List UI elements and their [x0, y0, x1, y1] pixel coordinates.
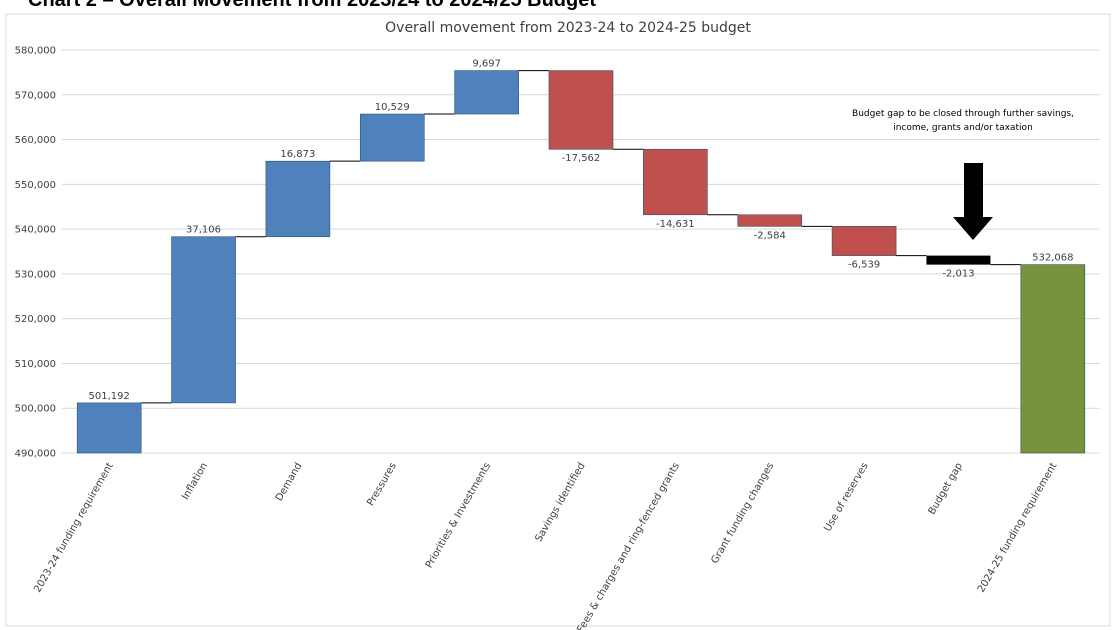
bar — [265, 160, 331, 238]
y-tick-label: 530,000 — [15, 269, 56, 280]
value-label: -17,562 — [562, 153, 601, 164]
value-label: 10,529 — [375, 102, 410, 113]
chart-title: Overall movement from 2023-24 to 2024-25… — [385, 20, 751, 36]
bar — [454, 70, 519, 115]
y-tick-label: 510,000 — [15, 359, 56, 370]
annotation: Budget gap to be closed through further … — [852, 109, 1074, 119]
value-label: -6,539 — [848, 260, 880, 271]
value-label: -2,584 — [754, 230, 786, 241]
value-label: 37,106 — [186, 225, 221, 236]
bar — [359, 113, 425, 162]
bar — [831, 226, 897, 256]
y-tick-label: 570,000 — [15, 90, 56, 101]
arrow — [953, 163, 993, 240]
bar — [548, 70, 614, 150]
y-tick-label: 560,000 — [15, 135, 56, 146]
y-tick-label: 500,000 — [15, 404, 56, 415]
value-label: -2,013 — [942, 269, 974, 280]
y-tick-label: 490,000 — [15, 449, 56, 460]
value-label: 501,192 — [89, 391, 130, 402]
value-label: 9,697 — [472, 59, 501, 70]
y-tick-label: 550,000 — [15, 180, 56, 191]
value-label: 532,068 — [1032, 253, 1073, 264]
y-tick-label: 520,000 — [15, 314, 56, 325]
y-tick-label: 540,000 — [15, 225, 56, 236]
bar — [1020, 264, 1086, 454]
value-label: -14,631 — [656, 219, 695, 230]
bar — [643, 148, 708, 216]
annotation: income, grants and/or taxation — [893, 123, 1033, 133]
bar — [737, 214, 803, 227]
y-tick-label: 580,000 — [15, 46, 56, 57]
bar — [926, 255, 991, 265]
page-header: Chart 2 – Overall Movement from 2023/24 … — [28, 0, 596, 11]
bar — [76, 402, 142, 454]
value-label: 16,873 — [280, 149, 315, 160]
bar — [171, 236, 236, 404]
